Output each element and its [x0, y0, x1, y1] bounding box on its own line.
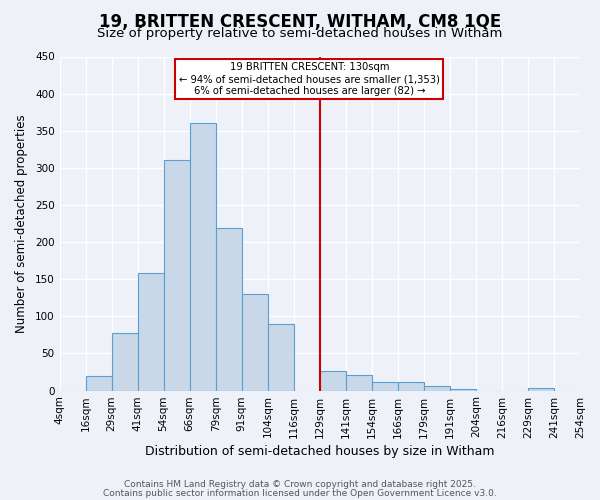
- Bar: [528, 388, 554, 390]
- Text: 19, BRITTEN CRESCENT, WITHAM, CM8 1QE: 19, BRITTEN CRESCENT, WITHAM, CM8 1QE: [99, 12, 501, 30]
- Bar: [450, 389, 476, 390]
- Text: Size of property relative to semi-detached houses in Witham: Size of property relative to semi-detach…: [97, 28, 503, 40]
- Text: 19 BRITTEN CRESCENT: 130sqm
← 94% of semi-detached houses are smaller (1,353)
6%: 19 BRITTEN CRESCENT: 130sqm ← 94% of sem…: [179, 62, 440, 96]
- Bar: [346, 375, 372, 390]
- Bar: [242, 294, 268, 390]
- X-axis label: Distribution of semi-detached houses by size in Witham: Distribution of semi-detached houses by …: [145, 444, 494, 458]
- Bar: [424, 386, 450, 390]
- Bar: [112, 334, 137, 390]
- Y-axis label: Number of semi-detached properties: Number of semi-detached properties: [15, 114, 28, 333]
- Bar: [190, 124, 215, 390]
- Bar: [268, 324, 294, 390]
- Text: Contains HM Land Registry data © Crown copyright and database right 2025.: Contains HM Land Registry data © Crown c…: [124, 480, 476, 489]
- Bar: [164, 160, 190, 390]
- Bar: [398, 382, 424, 390]
- Bar: [215, 228, 242, 390]
- Bar: [86, 376, 112, 390]
- Bar: [320, 370, 346, 390]
- Bar: [137, 274, 164, 390]
- Text: Contains public sector information licensed under the Open Government Licence v3: Contains public sector information licen…: [103, 488, 497, 498]
- Bar: [372, 382, 398, 390]
